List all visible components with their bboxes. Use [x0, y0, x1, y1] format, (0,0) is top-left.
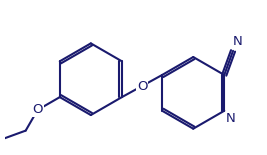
Text: N: N [226, 113, 236, 126]
Text: O: O [137, 80, 147, 93]
Text: N: N [233, 35, 243, 48]
Text: O: O [32, 103, 43, 116]
